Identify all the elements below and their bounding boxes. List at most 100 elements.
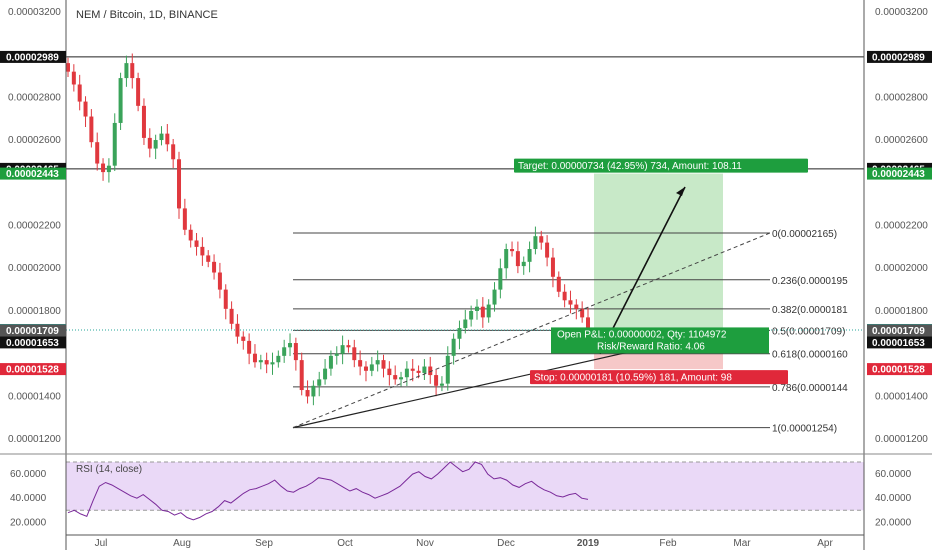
candle [363,361,368,382]
price-tag-right-2: 0.00002443 [867,167,932,180]
price-tag-right-text: 0.00001528 [872,365,925,376]
rsi-tick-right-2: 20.0000 [875,517,912,528]
candle-body [305,390,310,397]
candle-body [574,304,579,309]
candle-body [188,229,193,241]
candle [212,254,217,280]
candle-body [130,63,135,79]
candle [247,333,252,365]
x-tick-0: Jul [95,538,108,549]
candle [533,226,538,255]
risk-reward-text: Risk/Reward Ratio: 4.06 [597,341,705,352]
y-tick-right-5: 0.00001800 [875,306,928,317]
candle [66,57,70,78]
candle-body [533,236,538,250]
price-tag-right-4: 0.00001709 [867,324,932,337]
target-label-text: Target: 0.00000734 (42.95%) 734, Amount:… [518,161,742,172]
candle [171,138,176,169]
candle-body [223,289,228,309]
candle [527,241,532,273]
candle [200,237,205,266]
candle [340,335,345,365]
candle [95,132,100,171]
candle [428,356,433,384]
candle-body [194,240,199,247]
price-tag-left-text: 0.00002443 [6,169,59,180]
candle-body [282,347,287,356]
candle-body [369,364,374,371]
candle-body [258,360,263,363]
candle-body [381,360,386,369]
candle-body [434,375,439,386]
candle-body [562,291,567,301]
candle-body [568,300,573,305]
candle [153,134,158,160]
candle-body [346,345,351,348]
candle-body [451,338,456,356]
x-tick-5: Dec [497,538,515,549]
x-tick-9: Apr [817,538,833,549]
candle [404,361,409,386]
price-tag-left-6: 0.00001528 [0,363,66,376]
candle [574,299,579,320]
candle-body [77,84,82,102]
support-trendline [292,348,641,429]
candle-body [498,268,503,290]
candle [375,350,380,372]
open-pnl-label: Open P&L: 0.00000002, Qty: 1104972Risk/R… [551,327,769,354]
target-label: Target: 0.00000734 (42.95%) 734, Amount:… [514,158,808,173]
candle [217,262,222,299]
candle [136,72,141,112]
candle [334,346,339,365]
rsi-line [67,461,589,521]
candle-body [375,360,380,365]
candle [381,354,386,378]
candle-body [317,379,322,386]
candle [130,53,135,89]
price-tag-right-bg [867,324,932,337]
candle [492,282,497,312]
candle [439,376,444,392]
candle [258,354,263,370]
candle-body [136,78,141,106]
candle [182,198,187,236]
candle-body [539,236,544,243]
y-tick-right-0: 0.00003200 [875,7,928,18]
projection-arrow-head [676,187,685,197]
candle [328,350,333,376]
candle-body [439,383,444,386]
candle-body [252,353,257,363]
fib-label-1: 0.236(0.0000195 [772,276,848,287]
candle [498,258,503,299]
chart-title: NEM / Bitcoin, 1D, BINANCE [76,9,218,21]
fib-label-3: 0.5(0.00001709) [772,326,845,337]
candle-body [545,242,550,258]
candle-body [416,370,421,373]
fib-label-5: 0.786(0.0000144 [772,383,848,394]
candle-body [492,289,497,305]
price-tag-left-bg [0,336,66,349]
candle-body [159,133,164,141]
price-tag-right-bg [867,50,932,63]
rsi-tick-left-0: 60.0000 [10,469,47,480]
candle-body [521,261,526,267]
price-tag-right-5: 0.00001653 [867,336,932,349]
open-pnl-text: Open P&L: 0.00000002, Qty: 1104972 [557,329,727,340]
candle-body [112,122,117,166]
candle [451,333,456,365]
candle [282,339,287,363]
price-tag-right-6: 0.00001528 [867,363,932,376]
candle [387,361,392,386]
candle [317,371,322,397]
price-tag-left-0: 0.00002989 [0,50,66,63]
candle-body [235,323,240,337]
candle-body [469,310,474,320]
candle [264,352,269,374]
candle-body [106,165,111,173]
price-tag-left-text: 0.00001653 [6,338,59,349]
y-tick-right-7: 0.00001200 [875,434,928,445]
target-zone [594,173,723,331]
candle-body [387,368,392,376]
candle-body [141,105,146,138]
candle-body [71,71,76,85]
